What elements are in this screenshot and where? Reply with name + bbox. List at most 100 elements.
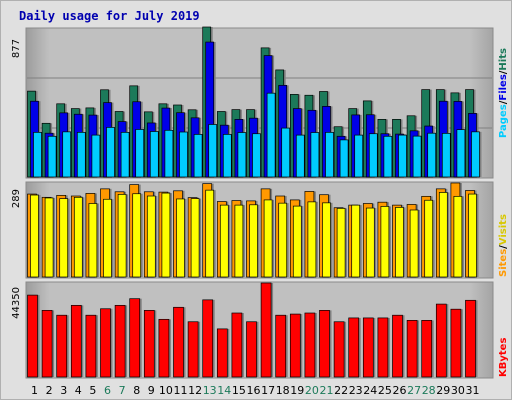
x-axis-labels: 1 2 3 4 5 6 7 8 9 10 11 12 13 14 15 16 17 18 19 20 21 22 23 24 2… [31, 384, 480, 397]
bar-visits-day-14 [219, 204, 229, 278]
bar-pages-day-8 [135, 129, 145, 178]
legend-files: Files [498, 74, 509, 100]
bar-kbytes-day-4 [70, 304, 82, 378]
bar-kbytes-day-20 [304, 312, 316, 378]
bar-pages-day-5 [91, 134, 101, 178]
bar-visits-day-31 [468, 193, 477, 278]
x-label-day-4: 4 [75, 384, 82, 397]
bar-pages-day-21 [325, 132, 334, 178]
bar-visits-day-9 [146, 195, 156, 278]
legend-sep-1: / [498, 100, 509, 104]
bar-kbytes-day-11 [173, 306, 184, 378]
legend-pages: Pages [498, 104, 509, 138]
bar-visits-day-2 [44, 197, 54, 278]
bar-pages-day-9 [149, 131, 159, 178]
bar-visits-day-29 [438, 192, 448, 278]
x-label-day-30: 30 [451, 384, 465, 397]
x-label-day-23: 23 [349, 384, 363, 397]
bar-pages-day-7 [120, 132, 130, 178]
bar-visits-day-26 [395, 207, 404, 278]
bar-pages-day-17 [266, 92, 276, 178]
bar-pages-day-13 [208, 124, 218, 178]
mid-ymax-label: 289 [11, 189, 22, 208]
bar-pages-day-11 [179, 131, 188, 178]
bar-visits-day-21 [322, 202, 331, 278]
legend-mid: Sites/Visits [498, 214, 509, 277]
x-label-day-14: 14 [217, 384, 231, 397]
bar-visits-day-19 [292, 205, 302, 278]
bar-kbytes-day-21 [319, 310, 330, 378]
bar-visits-day-22 [336, 208, 346, 278]
legend-kbytes: KBytes [498, 338, 509, 377]
bar-kbytes-day-29 [435, 303, 447, 378]
bar-kbytes-day-13 [202, 299, 214, 378]
bar-visits-day-27 [409, 209, 419, 278]
x-label-day-2: 2 [46, 384, 53, 397]
bar-kbytes-day-22 [333, 321, 345, 378]
bar-pages-day-31 [471, 131, 480, 178]
bar-pages-day-14 [222, 134, 232, 178]
bar-pages-day-4 [76, 132, 86, 178]
bar-kbytes-day-24 [362, 317, 374, 378]
bar-visits-day-28 [424, 199, 434, 278]
x-label-day-6: 6 [104, 384, 111, 397]
bar-kbytes-day-1 [27, 294, 38, 378]
bar-pages-day-25 [383, 135, 393, 178]
bar-kbytes-day-30 [450, 308, 462, 378]
bar-visits-day-18 [278, 202, 288, 278]
bar-kbytes-day-2 [41, 310, 53, 378]
bar-visits-day-5 [88, 203, 98, 278]
bar-visits-day-12 [190, 198, 200, 278]
x-label-day-13: 13 [203, 384, 217, 397]
bar-visits-day-6 [103, 198, 112, 278]
bar-visits-day-13 [205, 189, 215, 278]
chart-title: Daily usage for July 2019 [19, 9, 200, 23]
x-label-day-12: 12 [188, 384, 202, 397]
svg-text:Sites/Visits: Sites/Visits [498, 214, 509, 277]
bar-kbytes-day-5 [85, 314, 97, 378]
bar-kbytes-day-17 [260, 282, 272, 378]
x-label-day-5: 5 [89, 384, 96, 397]
x-label-day-3: 3 [60, 384, 67, 397]
bar-kbytes-day-12 [187, 321, 199, 378]
bar-visits-day-15 [234, 204, 244, 278]
bar-kbytes-day-18 [275, 314, 287, 378]
x-label-day-25: 25 [378, 384, 392, 397]
bar-pages-day-10 [164, 129, 174, 178]
bar-pages-day-22 [339, 139, 349, 178]
bar-pages-day-24 [368, 133, 378, 178]
bar-visits-day-30 [453, 195, 463, 278]
x-label-day-18: 18 [276, 384, 290, 397]
bar-pages-day-18 [281, 127, 291, 178]
bar-visits-day-25 [380, 206, 390, 278]
x-label-day-31: 31 [466, 384, 480, 397]
x-label-day-22: 22 [334, 384, 348, 397]
bar-kbytes-day-15 [231, 312, 243, 378]
bar-visits-day-20 [307, 201, 317, 278]
bars-mid [27, 182, 479, 278]
x-label-day-11: 11 [174, 384, 188, 397]
bar-pages-day-28 [427, 132, 437, 178]
bar-kbytes-day-16 [246, 321, 257, 378]
x-label-day-28: 28 [422, 384, 436, 397]
bar-visits-day-1 [30, 194, 39, 278]
bar-pages-day-12 [193, 134, 203, 178]
x-label-day-1: 1 [31, 384, 38, 397]
bar-visits-day-11 [176, 198, 185, 278]
x-label-day-8: 8 [133, 384, 140, 397]
bar-pages-day-3 [62, 131, 72, 178]
legend-hits: Hits [498, 48, 509, 71]
bar-pages-day-20 [310, 132, 320, 178]
legend-visits: Visits [498, 214, 509, 245]
bar-pages-day-2 [47, 135, 57, 178]
bar-pages-day-16 [252, 133, 261, 178]
bar-pages-day-15 [237, 132, 247, 178]
bar-pages-day-23 [354, 134, 364, 178]
bar-kbytes-day-19 [289, 313, 301, 378]
bar-pages-day-29 [441, 133, 451, 178]
x-label-day-7: 7 [119, 384, 126, 397]
bar-visits-day-10 [161, 192, 171, 278]
bar-pages-day-30 [456, 129, 466, 178]
bar-kbytes-day-25 [377, 317, 389, 378]
bar-kbytes-day-7 [114, 304, 126, 378]
